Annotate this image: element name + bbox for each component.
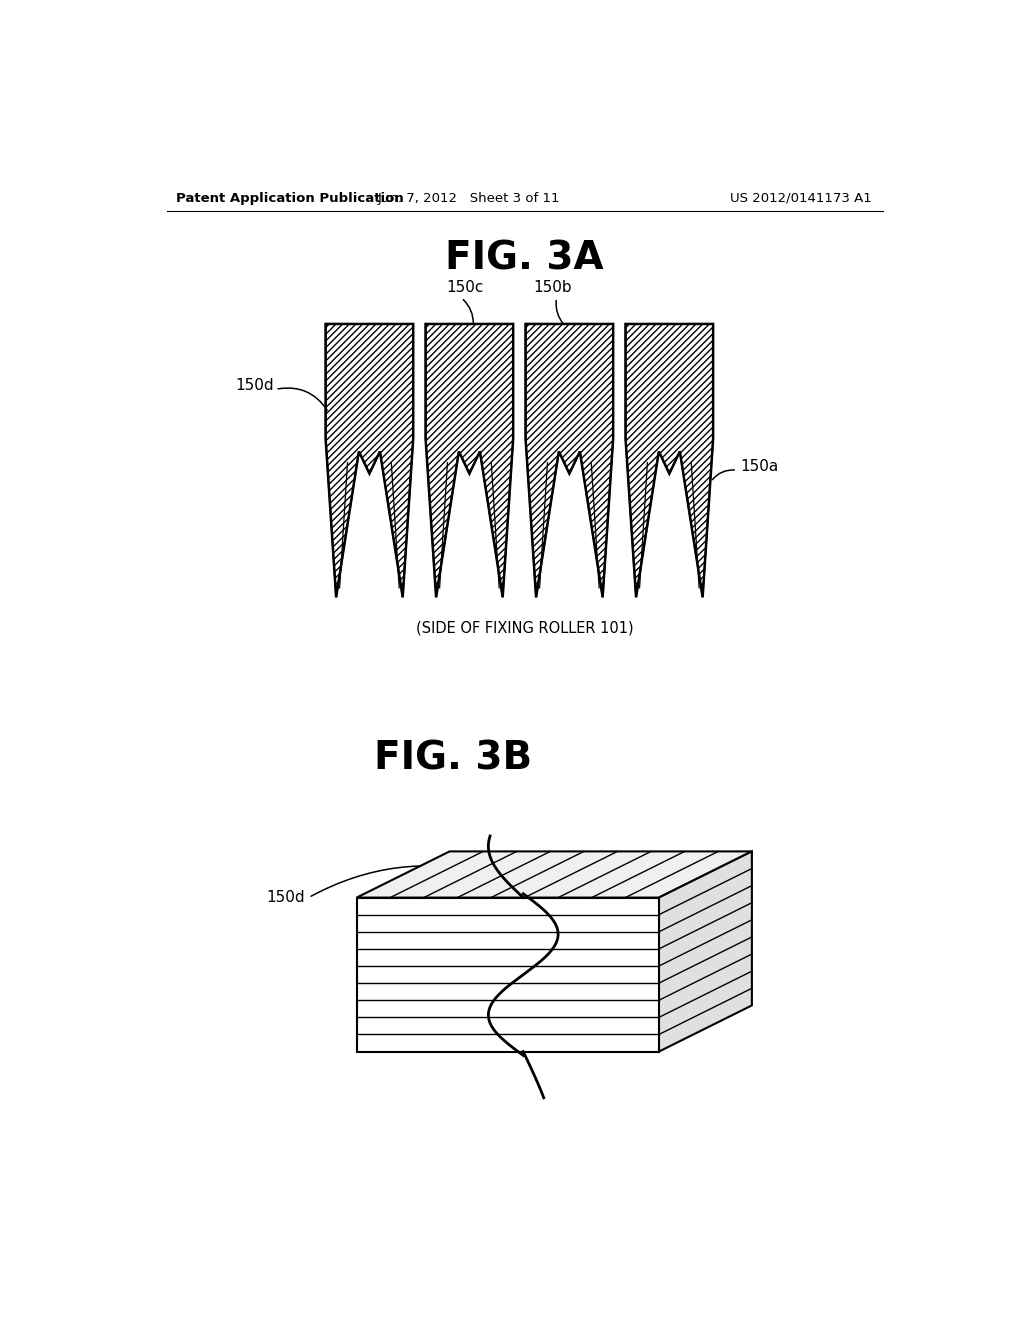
Text: 150a: 150a <box>740 459 778 474</box>
Text: Jun. 7, 2012   Sheet 3 of 11: Jun. 7, 2012 Sheet 3 of 11 <box>378 191 560 205</box>
Polygon shape <box>658 851 752 1052</box>
Text: 150d: 150d <box>236 378 273 393</box>
Polygon shape <box>426 323 513 598</box>
Polygon shape <box>525 323 613 598</box>
Text: (SIDE OF FIXING ROLLER 101): (SIDE OF FIXING ROLLER 101) <box>416 620 634 636</box>
Polygon shape <box>356 851 752 898</box>
Text: 150d: 150d <box>266 890 305 906</box>
Text: US 2012/0141173 A1: US 2012/0141173 A1 <box>730 191 872 205</box>
Polygon shape <box>326 323 414 598</box>
Text: 150c: 150c <box>446 280 483 296</box>
Text: FIG. 3B: FIG. 3B <box>375 741 532 777</box>
Text: FIG. 3A: FIG. 3A <box>445 239 604 277</box>
Polygon shape <box>626 323 713 598</box>
Polygon shape <box>356 898 658 1052</box>
Text: Patent Application Publication: Patent Application Publication <box>176 191 403 205</box>
Text: 150b: 150b <box>534 280 572 296</box>
